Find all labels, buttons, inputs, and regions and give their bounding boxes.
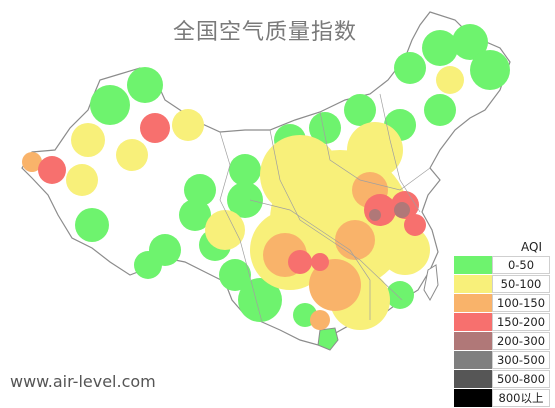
province-borders <box>219 93 431 323</box>
aqi-green-qinghai <box>229 154 261 186</box>
map-title: 全国空气质量指数 <box>172 20 357 45</box>
aqi-green-qinghai <box>227 182 263 218</box>
legend-item: 150-200 <box>454 313 550 331</box>
legend-swatch <box>454 332 492 350</box>
aqi-red-sichuan <box>288 250 312 274</box>
legend-item: 300-500 <box>454 351 550 369</box>
aqi-orange-guangdong <box>310 310 330 330</box>
legend-label: 200-300 <box>492 332 550 350</box>
aqi-orange-hunan <box>309 259 361 311</box>
aqi-200-300-anhui <box>369 209 381 221</box>
aqi-red-hebei <box>364 194 396 226</box>
aqi-green-inner-mongolia <box>424 94 456 126</box>
aqi-yellow-xinjiang <box>116 139 148 171</box>
aqi-green-xinjiang <box>75 208 109 242</box>
legend-label: 300-500 <box>492 351 550 369</box>
aqi-yellow-xinjiang <box>66 164 98 196</box>
aqi-orange-xinjiang <box>22 152 42 172</box>
legend-swatch <box>454 256 492 274</box>
legend-swatch <box>454 370 492 388</box>
legend-item: 0-50 <box>454 256 550 274</box>
legend-label: 800以上 <box>492 389 550 407</box>
aqi-green-inner-mongolia <box>344 94 376 126</box>
aqi-green-yunnan <box>238 278 282 322</box>
legend-item: 500-800 <box>454 370 550 388</box>
aqi-green-tibet <box>179 199 211 231</box>
aqi-green-tibet <box>134 251 162 279</box>
aqi-green-northeast <box>470 50 510 90</box>
aqi-green-fujian <box>386 281 414 309</box>
aqi-red-anhui <box>404 214 426 236</box>
taiwan-outline <box>423 264 439 302</box>
aqi-green-tibet <box>184 174 216 206</box>
aqi-green-xinjiang <box>90 85 130 125</box>
aqi-green-northeast <box>394 52 426 84</box>
legend-swatch <box>454 389 492 407</box>
legend-item: 100-150 <box>454 294 550 312</box>
legend-title: AQI <box>521 240 542 254</box>
aqi-yellow-north <box>260 135 340 215</box>
aqi-red-xinjiang <box>140 113 170 143</box>
legend-label: 500-800 <box>492 370 550 388</box>
aqi-yellow-xinjiang <box>172 109 204 141</box>
legend-label: 0-50 <box>492 256 550 274</box>
aqi-green-north <box>422 30 458 66</box>
aqi-green-north <box>452 24 488 60</box>
aqi-yellow-southeast <box>380 225 430 275</box>
aqi-green-yunnan <box>219 259 251 291</box>
legend-item: 200-300 <box>454 332 550 350</box>
legend-label: 50-100 <box>492 275 550 293</box>
source-credit: www.air-level.com <box>10 372 156 391</box>
aqi-legend: AQI 0-50 50-100 100-150 150-200 200-300 300-5… <box>454 239 550 408</box>
legend-label: 150-200 <box>492 313 550 331</box>
legend-label: 100-150 <box>492 294 550 312</box>
legend-swatch <box>454 275 492 293</box>
legend-swatch <box>454 351 492 369</box>
aqi-orange-hubei <box>335 220 375 260</box>
legend-swatch <box>454 294 492 312</box>
legend-item: 800以上 <box>454 389 550 407</box>
aqi-green-inner-mongolia <box>309 112 341 144</box>
aqi-yellow-north <box>347 122 403 178</box>
aqi-green-xinjiang <box>127 67 163 103</box>
aqi-200-300-jiangsu <box>394 202 410 218</box>
aqi-yellow-west <box>205 210 245 250</box>
aqi-red-xinjiang <box>38 156 66 184</box>
aqi-yellow-xinjiang <box>71 123 105 157</box>
aqi-yellow-northeast <box>436 66 464 94</box>
legend-item: 50-100 <box>454 275 550 293</box>
legend-swatch <box>454 313 492 331</box>
hainan-outline <box>317 327 339 351</box>
aqi-red-chongqing <box>311 253 329 271</box>
aqi-blobs <box>22 24 510 330</box>
